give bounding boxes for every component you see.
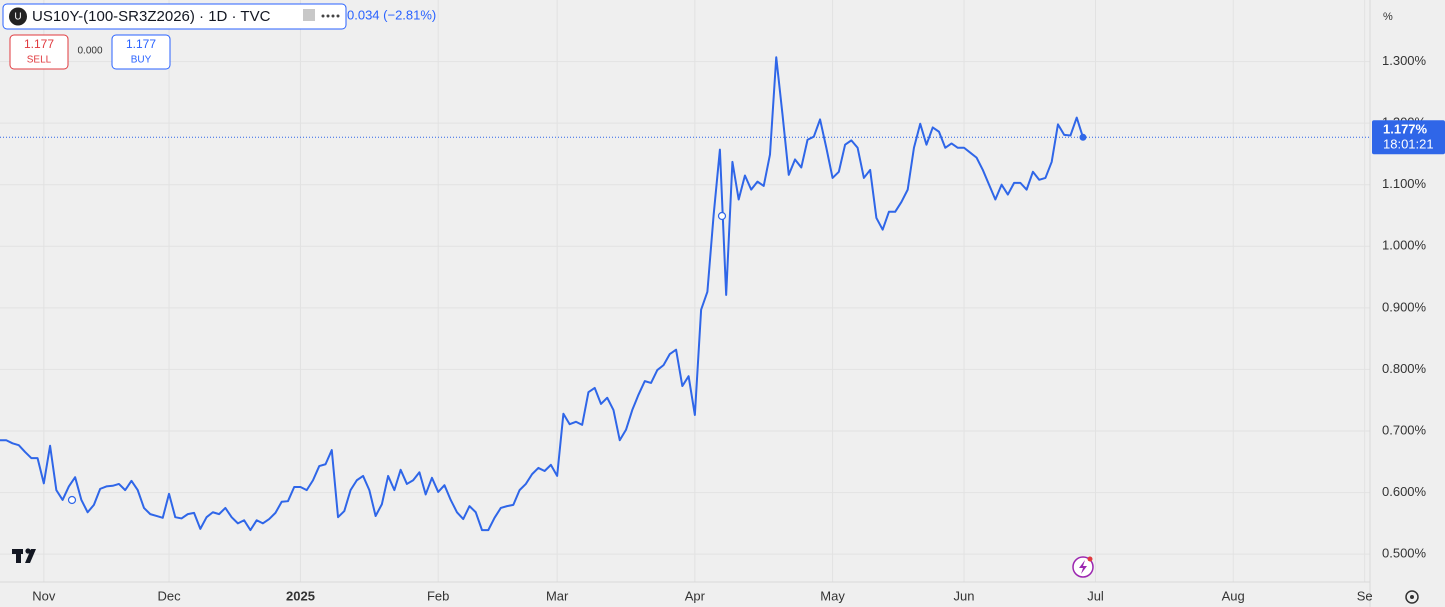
event-marker bbox=[717, 211, 727, 221]
countdown: 18:01:21 bbox=[1383, 137, 1434, 152]
event-marker bbox=[67, 495, 77, 505]
y-tick-label: 0.800% bbox=[1382, 361, 1427, 376]
symbol-icon-letter: U bbox=[14, 12, 21, 23]
axis-unit: % bbox=[1383, 11, 1393, 23]
x-tick-label: Jul bbox=[1087, 588, 1104, 603]
hide-icon[interactable] bbox=[303, 9, 315, 21]
change: 0.034 (−2.81%) bbox=[347, 7, 436, 22]
y-tick-label: 1.000% bbox=[1382, 238, 1427, 253]
sell-price: 1.177 bbox=[24, 37, 54, 51]
plot bbox=[0, 56, 1370, 532]
sell-label: SELL bbox=[27, 55, 52, 66]
symbol-box[interactable] bbox=[2, 3, 347, 30]
y-tick-label: 1.300% bbox=[1382, 53, 1427, 68]
buy-price: 1.177 bbox=[126, 37, 156, 51]
last-point bbox=[1079, 133, 1087, 141]
grid bbox=[0, 0, 1370, 582]
x-tick-label: Apr bbox=[685, 588, 706, 603]
spread: 0.000 bbox=[77, 46, 102, 57]
symbol-icon bbox=[9, 7, 27, 26]
x-tick-label: Se bbox=[1357, 588, 1373, 603]
settings-icon[interactable] bbox=[1405, 590, 1419, 604]
price-tag-label: 1.177% bbox=[1383, 122, 1428, 137]
price-line bbox=[0, 56, 1084, 532]
y-tick-label: 0.700% bbox=[1382, 422, 1427, 437]
x-tick-label: 2025 bbox=[286, 588, 315, 603]
x-tick-label: Aug bbox=[1222, 588, 1245, 603]
price-tag bbox=[1372, 120, 1445, 155]
y-tick-label: 1.100% bbox=[1382, 176, 1427, 191]
x-tick-label: Jun bbox=[954, 588, 975, 603]
logo bbox=[12, 548, 36, 563]
buy-label: BUY bbox=[131, 55, 152, 66]
more-icon[interactable] bbox=[321, 14, 340, 18]
y-tick-label: 0.500% bbox=[1382, 546, 1427, 561]
buy-button[interactable] bbox=[111, 34, 171, 70]
x-tick-label: May bbox=[820, 588, 845, 603]
x-tick-label: Feb bbox=[427, 588, 449, 603]
x-tick-label: Nov bbox=[32, 588, 56, 603]
x-tick-label: Mar bbox=[546, 588, 569, 603]
sell-button[interactable] bbox=[9, 34, 69, 70]
x-tick-label: Dec bbox=[157, 588, 181, 603]
y-tick-label: 0.600% bbox=[1382, 484, 1427, 499]
symbol: US10Y-(100-SR3Z2026) · 1D · TVC bbox=[32, 8, 271, 25]
y-tick-label: 0.900% bbox=[1382, 299, 1427, 314]
alert-icon[interactable] bbox=[1072, 556, 1094, 578]
